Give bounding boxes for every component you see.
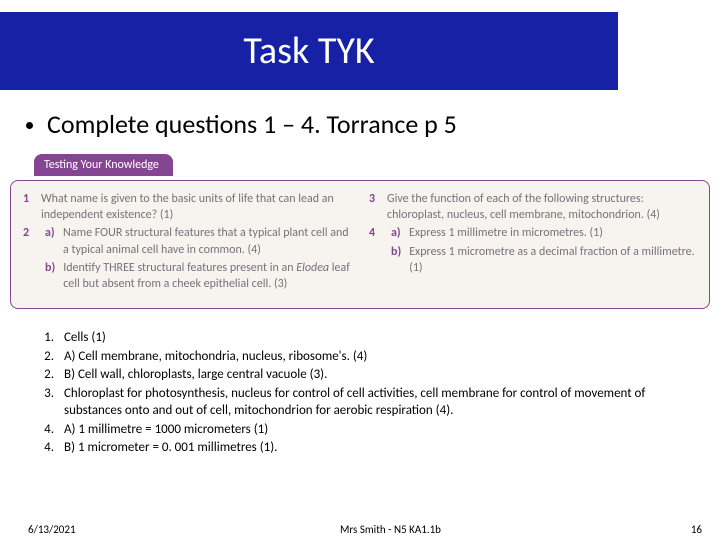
- q-text: Express 1 micrometre as a decimal fracti…: [409, 244, 697, 276]
- answer-row: 2. A) Cell membrane, mitochondria, nucle…: [36, 348, 720, 366]
- answer-row: 4. A) 1 millimetre = 1000 micrometers (1…: [36, 421, 720, 439]
- answer-text: A) 1 millimetre = 1000 micrometers (1): [64, 421, 720, 439]
- footer-center: Mrs Smith - N5 KA1.1b: [340, 523, 441, 536]
- instruction-text: Complete questions 1 – 4. Torrance p 5: [47, 108, 457, 140]
- answer-text: B) Cell wall, chloroplasts, large centra…: [64, 366, 720, 384]
- q-sub: b): [41, 260, 55, 292]
- answer-text: B) 1 micrometer = 0. 001 millimetres (1)…: [64, 439, 720, 457]
- answer-text: Chloroplast for photosynthesis, nucleus …: [64, 385, 720, 420]
- instruction-row: Complete questions 1 – 4. Torrance p 5: [26, 108, 720, 140]
- q-text: What name is given to the basic units of…: [41, 191, 351, 223]
- answer-number: 4.: [36, 439, 64, 457]
- question-2a: 2 a) Name FOUR structural features that …: [23, 225, 351, 257]
- answer-row: 2. B) Cell wall, chloroplasts, large cen…: [36, 366, 720, 384]
- answer-text: Cells (1): [64, 329, 720, 347]
- q-number: [23, 260, 33, 292]
- answer-row: 4. B) 1 micrometer = 0. 001 millimetres …: [36, 439, 720, 457]
- q-number: 1: [23, 191, 33, 223]
- question-panel: 1 What name is given to the basic units …: [10, 180, 710, 309]
- q-text: Identify THREE structural features prese…: [63, 260, 351, 292]
- q-sub: b): [387, 244, 401, 276]
- question-4a: 4 a) Express 1 millimetre in micrometres…: [369, 225, 697, 241]
- question-col-left: 1 What name is given to the basic units …: [23, 191, 351, 294]
- question-4b: b) Express 1 micrometre as a decimal fra…: [369, 244, 697, 276]
- answer-number: 2.: [36, 366, 64, 384]
- answer-number: 2.: [36, 348, 64, 366]
- q-number: 2: [23, 225, 33, 257]
- textbook-tab: Testing Your Knowledge: [34, 154, 173, 176]
- q-sub: a): [387, 225, 401, 241]
- answers-block: 1. Cells (1) 2. A) Cell membrane, mitoch…: [36, 329, 720, 457]
- q-sub: a): [41, 225, 55, 257]
- title-bar: Task TYK: [0, 12, 618, 90]
- bullet-icon: [26, 122, 33, 129]
- question-2b: b) Identify THREE structural features pr…: [23, 260, 351, 292]
- answer-row: 1. Cells (1): [36, 329, 720, 347]
- q-text: Express 1 millimetre in micrometres. (1): [409, 225, 697, 241]
- answer-text: A) Cell membrane, mitochondria, nucleus,…: [64, 348, 720, 366]
- answer-number: 3.: [36, 385, 64, 420]
- q-text: Name FOUR structural features that a typ…: [63, 225, 351, 257]
- q-text-part: Identify THREE structural features prese…: [63, 261, 296, 275]
- answer-number: 1.: [36, 329, 64, 347]
- footer-date: 6/13/2021: [28, 523, 76, 536]
- q-number: 3: [369, 191, 379, 223]
- q-number: 4: [369, 225, 379, 241]
- tab-row: Testing Your Knowledge: [10, 154, 710, 180]
- q-text: Give the function of each of the followi…: [387, 191, 697, 223]
- footer-page-number: 16: [691, 523, 702, 536]
- textbook-excerpt: Testing Your Knowledge 1 What name is gi…: [10, 154, 710, 309]
- answer-row: 3. Chloroplast for photosynthesis, nucle…: [36, 385, 720, 420]
- answer-number: 4.: [36, 421, 64, 439]
- page-title: Task TYK: [243, 28, 374, 74]
- question-1: 1 What name is given to the basic units …: [23, 191, 351, 223]
- question-3: 3 Give the function of each of the follo…: [369, 191, 697, 223]
- q-text-italic: Elodea: [296, 261, 329, 275]
- q-number: [369, 244, 379, 276]
- question-col-right: 3 Give the function of each of the follo…: [369, 191, 697, 294]
